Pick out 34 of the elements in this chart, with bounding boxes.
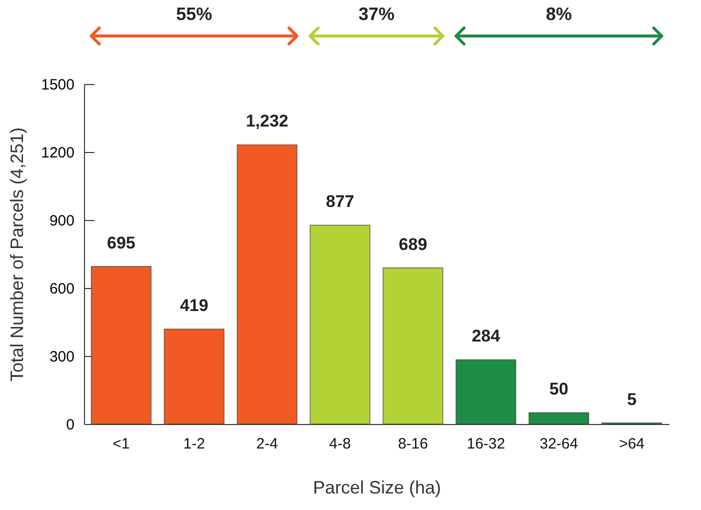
data-label: 689 (398, 234, 428, 254)
data-label: 50 (549, 380, 568, 399)
x-tick-label: 1-2 (183, 436, 205, 452)
y-axis-title: Total Number of Parcels (4,251) (7, 127, 28, 382)
x-tick-label: >64 (619, 436, 645, 452)
bar (164, 328, 224, 424)
data-label: 5 (627, 390, 637, 409)
y-tick-label: 900 (49, 212, 74, 230)
bar (310, 224, 370, 424)
x-tick-label: 2-4 (256, 436, 278, 452)
data-label: 284 (472, 326, 501, 346)
x-tick-label: 8-16 (398, 436, 428, 452)
bar (236, 144, 298, 424)
text: 37% (358, 4, 395, 24)
bar (90, 266, 152, 424)
text: 55% (176, 4, 212, 24)
bar (528, 412, 590, 424)
y-tick-label: 1500 (41, 76, 74, 94)
data-label: 695 (107, 233, 136, 252)
y-tick-label: 1200 (41, 144, 74, 162)
bar (456, 359, 516, 424)
x-axis-title: Parcel Size (ha) (312, 478, 442, 498)
y-tick-label: 600 (49, 280, 74, 298)
y-tick-label: 300 (49, 348, 74, 366)
y-tick-label: 0 (66, 416, 74, 434)
data-label: 877 (326, 192, 354, 212)
text: 8% (546, 4, 572, 24)
x-tick-label: <1 (112, 436, 130, 452)
bar (382, 268, 444, 424)
x-tick-label: 16-32 (466, 436, 506, 452)
data-label: 419 (180, 296, 208, 316)
data-label: 1,232 (246, 112, 288, 131)
x-tick-label: 32-64 (540, 436, 578, 452)
x-tick-label: 4-8 (329, 436, 351, 452)
